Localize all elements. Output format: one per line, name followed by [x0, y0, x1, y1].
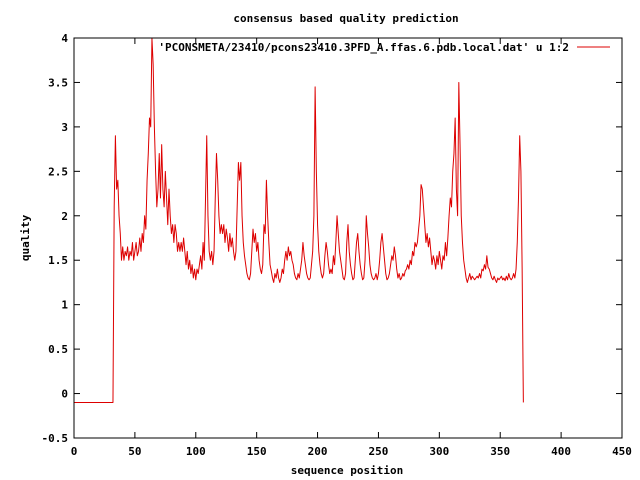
y-tick-label: 4 [61, 32, 68, 45]
legend-label: 'PCONSMETA/23410/pcons23410.3PFD_A.ffas.… [158, 41, 569, 54]
y-axis-label: quality [19, 214, 32, 261]
series-layer [74, 37, 524, 403]
x-tick-label: 400 [551, 445, 571, 458]
y-tick-label: 1.5 [48, 254, 68, 267]
x-tick-label: 0 [71, 445, 78, 458]
x-tick-label: 350 [490, 445, 510, 458]
y-tick-label: -0.5 [42, 432, 69, 445]
x-axis-label: sequence position [291, 464, 404, 477]
legend: 'PCONSMETA/23410/pcons23410.3PFD_A.ffas.… [158, 41, 610, 54]
x-tick-label: 50 [128, 445, 141, 458]
y-tick-label: 0 [61, 388, 68, 401]
y-tick-label: 3.5 [48, 76, 68, 89]
plot-frame [73, 37, 623, 439]
x-tick-label: 100 [186, 445, 206, 458]
y-tick-label: 1 [61, 299, 68, 312]
y-tick-label: 0.5 [48, 343, 68, 356]
x-tick-label: 200 [308, 445, 328, 458]
axis-ticks: 0 50 100 150 200 250 300 350 400 450-0.500.511.52… [42, 32, 632, 458]
x-tick-label: 250 [369, 445, 389, 458]
y-tick-label: 2.5 [48, 165, 68, 178]
x-tick-label: 300 [429, 445, 449, 458]
series-line [74, 37, 524, 403]
x-tick-label: 150 [247, 445, 267, 458]
x-tick-label: 450 [612, 445, 632, 458]
y-tick-label: 3 [61, 121, 68, 134]
y-tick-label: 2 [61, 210, 68, 223]
chart-title: consensus based quality prediction [233, 12, 458, 25]
